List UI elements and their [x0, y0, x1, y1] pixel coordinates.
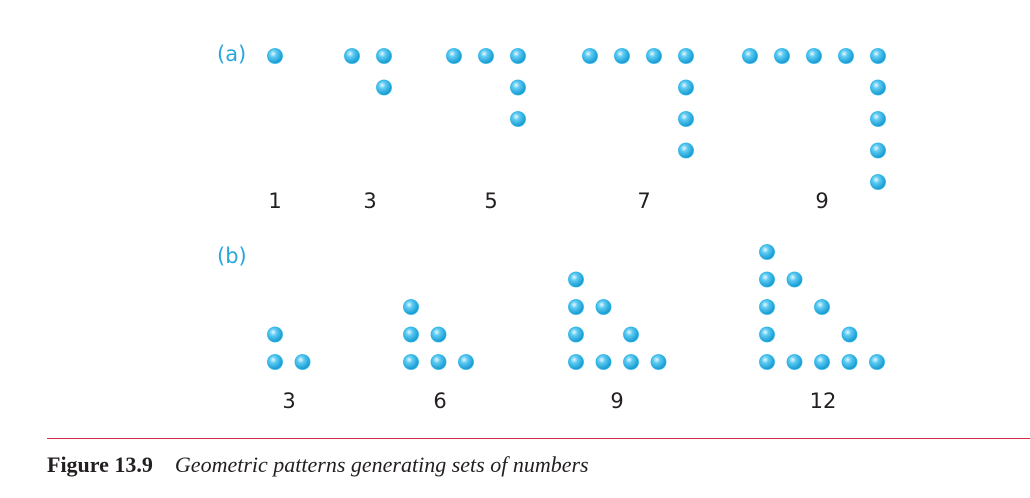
dot-a4-3 [646, 48, 662, 64]
dot-b4-11 [814, 299, 830, 315]
dot-a5-6 [870, 79, 886, 96]
dot-a4-4 [678, 48, 694, 64]
dot-a5-3 [806, 48, 822, 64]
dot-b2-4 [430, 354, 447, 370]
dot-b3-3 [568, 299, 584, 315]
dot-a5-7 [870, 111, 886, 127]
dot-b3-7 [650, 354, 667, 370]
dot-b1-2 [267, 326, 283, 343]
dot-a1-1 [267, 48, 283, 64]
caption-label: Figure 13.9 [47, 452, 153, 477]
dot-a4-2 [614, 48, 630, 64]
row-b-label: (b) [217, 244, 247, 268]
row-b-count-4: 12 [809, 389, 837, 413]
dot-b2-6 [430, 326, 447, 343]
caption-text: Geometric patterns generating sets of nu… [174, 452, 589, 477]
row-b-count-3: 9 [610, 389, 624, 413]
dot-a4-1 [582, 48, 598, 64]
dot-a3-5 [510, 111, 526, 127]
dot-a2-3 [376, 79, 392, 96]
dot-b2-2 [403, 326, 419, 343]
dot-b4-6 [786, 354, 803, 370]
dot-b4-12 [841, 326, 858, 343]
dot-a3-2 [478, 48, 494, 64]
dot-b3-2 [568, 326, 584, 343]
dot-b4-2 [759, 326, 775, 343]
row-a-count-3: 5 [484, 189, 498, 213]
dot-b3-4 [568, 271, 584, 288]
dot-a5-1 [742, 48, 758, 64]
dot-b4-5 [759, 244, 775, 260]
dot-a3-4 [510, 79, 526, 96]
dot-b4-7 [814, 354, 830, 370]
row-a-label: (a) [217, 42, 247, 66]
dot-b3-6 [623, 354, 639, 370]
dot-a4-6 [678, 111, 694, 127]
dot-b3-1 [568, 354, 584, 370]
dot-a2-1 [344, 48, 360, 64]
dot-a4-7 [678, 142, 694, 159]
dot-a2-2 [376, 48, 392, 64]
dot-b4-8 [841, 354, 858, 370]
dot-b4-10 [786, 271, 803, 288]
row-a-count-4: 7 [637, 189, 651, 213]
dot-a3-3 [510, 48, 526, 64]
dot-b1-1 [267, 354, 283, 370]
dot-b4-4 [759, 271, 775, 288]
dot-b4-9 [869, 354, 885, 370]
dot-a5-4 [838, 48, 854, 64]
dot-b4-3 [759, 299, 775, 315]
dot-b1-3 [294, 354, 311, 370]
dot-b2-1 [403, 354, 419, 370]
dot-b3-5 [595, 354, 612, 370]
dot-b2-3 [403, 299, 419, 315]
dot-a5-8 [870, 142, 886, 159]
row-a-count-5: 9 [815, 189, 829, 213]
dot-a5-9 [870, 174, 886, 190]
row-a-dot-patterns [267, 48, 886, 190]
dot-a5-5 [870, 48, 886, 64]
caption-rule [47, 438, 1030, 439]
dot-b3-8 [595, 299, 612, 315]
row-a-count-1: 1 [268, 189, 282, 213]
row-a-count-2: 3 [363, 189, 377, 213]
row-b-count-2: 6 [433, 389, 447, 413]
figure-caption: Figure 13.9 Geometric patterns generating… [47, 452, 589, 478]
dot-b3-9 [623, 326, 639, 343]
dot-a3-1 [446, 48, 462, 64]
dot-a5-2 [774, 48, 790, 64]
dot-b2-5 [458, 354, 474, 370]
dot-b4-1 [759, 354, 775, 370]
dot-a4-5 [678, 79, 694, 96]
row-b-count-1: 3 [282, 389, 296, 413]
row-b-dot-patterns [267, 244, 885, 370]
